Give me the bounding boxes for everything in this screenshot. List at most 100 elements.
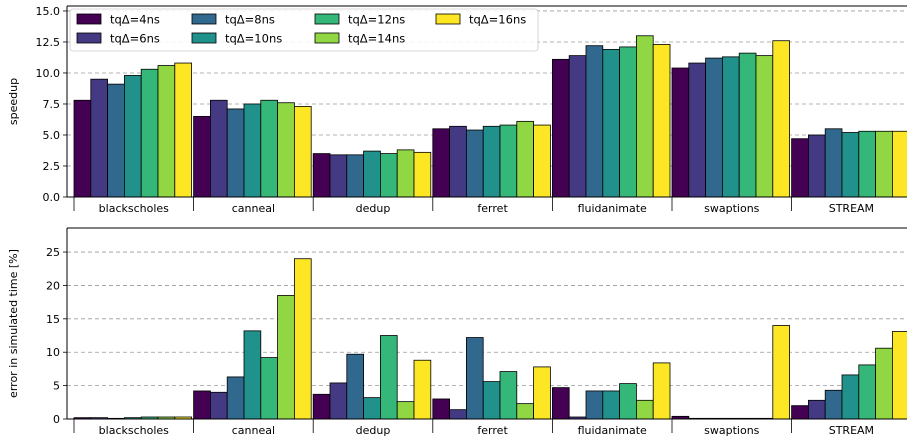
error-bar-canneal-tqΔ=8ns bbox=[226, 376, 245, 420]
error-bar-canneal-tqΔ=10ns bbox=[243, 330, 262, 420]
error-bar-ferret-tqΔ=8ns bbox=[465, 337, 484, 420]
speedup-ytick-label: 15.0 bbox=[36, 5, 61, 18]
legend-label-tqΔ=4ns: tqΔ=4ns bbox=[110, 13, 160, 27]
speedup-category-label-blackscholes: blackscholes bbox=[99, 202, 170, 215]
error-ytick-label: 15 bbox=[46, 313, 60, 326]
error-bar-fluidanimate-tqΔ=14ns bbox=[636, 399, 654, 420]
speedup-bar-dedup-tqΔ=8ns bbox=[346, 154, 364, 198]
speedup-bar-fluidanimate-tqΔ=4ns bbox=[552, 58, 570, 198]
error-bar-dedup-tqΔ=6ns bbox=[329, 382, 348, 420]
error-ytick-label: 20 bbox=[46, 279, 60, 292]
error-category-label-dedup: dedup bbox=[356, 424, 391, 437]
speedup-ytick-label: 0.0 bbox=[43, 191, 61, 204]
error-bar-STREAM-tqΔ=14ns bbox=[875, 347, 893, 420]
speedup-bar-ferret-tqΔ=4ns bbox=[432, 128, 450, 198]
error-bar-fluidanimate-tqΔ=16ns bbox=[652, 362, 671, 420]
error-bar-fluidanimate-tqΔ=8ns bbox=[585, 390, 604, 420]
speedup-bar-canneal-tqΔ=14ns bbox=[277, 102, 295, 198]
speedup-bar-canneal-tqΔ=12ns bbox=[260, 99, 278, 198]
legend-label-tqΔ=6ns: tqΔ=6ns bbox=[110, 32, 160, 46]
error-bar-STREAM-tqΔ=4ns bbox=[791, 405, 809, 420]
error-bar-STREAM-tqΔ=12ns bbox=[858, 364, 876, 420]
error-bar-ferret-tqΔ=14ns bbox=[516, 403, 534, 420]
error-category-label-canneal: canneal bbox=[232, 424, 275, 437]
speedup-bar-swaptions-tqΔ=4ns bbox=[671, 67, 690, 198]
speedup-bar-dedup-tqΔ=10ns bbox=[363, 150, 381, 198]
speedup-bar-ferret-tqΔ=12ns bbox=[499, 124, 518, 198]
error-panel: 0 5 10 15 20 25 blackscholes canneal dedup ferret… bbox=[7, 227, 907, 437]
error-bar-ferret-tqΔ=10ns bbox=[482, 381, 501, 420]
speedup-bar-ferret-tqΔ=8ns bbox=[465, 129, 484, 198]
error-ylabel: error in simulated time [%] bbox=[7, 249, 20, 398]
speedup-ylabel: speedup bbox=[7, 78, 20, 125]
error-bar-dedup-tqΔ=16ns bbox=[413, 359, 432, 420]
speedup-category-label-fluidanimate: fluidanimate bbox=[578, 202, 647, 215]
error-bar-dedup-tqΔ=8ns bbox=[346, 353, 364, 420]
error-bar-canneal-tqΔ=6ns bbox=[209, 391, 228, 420]
speedup-bar-ferret-tqΔ=10ns bbox=[482, 125, 501, 198]
legend-box bbox=[69, 8, 539, 52]
error-ytick-label: 10 bbox=[46, 346, 60, 359]
speedup-bar-ferret-tqΔ=14ns bbox=[516, 120, 534, 198]
speedup-bar-STREAM-tqΔ=6ns bbox=[808, 134, 826, 198]
error-bar-fluidanimate-tqΔ=4ns bbox=[552, 387, 570, 420]
legend-label-tqΔ=8ns: tqΔ=8ns bbox=[225, 13, 275, 27]
speedup-bar-dedup-tqΔ=6ns bbox=[329, 154, 348, 198]
speedup-bar-blackscholes-tqΔ=12ns bbox=[140, 68, 159, 198]
speedup-bar-ferret-tqΔ=16ns bbox=[533, 124, 551, 198]
speedup-bar-dedup-tqΔ=12ns bbox=[379, 153, 398, 198]
speedup-bar-canneal-tqΔ=16ns bbox=[293, 106, 312, 198]
speedup-category-label-canneal: canneal bbox=[232, 202, 275, 215]
legend-label-tqΔ=12ns: tqΔ=12ns bbox=[348, 13, 405, 27]
speedup-bar-blackscholes-tqΔ=4ns bbox=[73, 99, 92, 198]
error-bar-STREAM-tqΔ=10ns bbox=[841, 374, 860, 420]
speedup-panel: 0.0 2.5 5.0 7.5 10.0 12.5 15.0 blackscholes cann… bbox=[7, 5, 907, 215]
speedup-bar-dedup-tqΔ=14ns bbox=[396, 149, 415, 198]
speedup-bar-blackscholes-tqΔ=10ns bbox=[124, 75, 142, 198]
error-category-label-ferret: ferret bbox=[477, 424, 508, 437]
error-bar-canneal-tqΔ=4ns bbox=[193, 390, 211, 420]
error-ytick-label: 25 bbox=[46, 246, 60, 259]
speedup-ytick-label: 12.5 bbox=[36, 36, 61, 49]
speedup-bar-fluidanimate-tqΔ=14ns bbox=[636, 35, 654, 198]
speedup-bar-STREAM-tqΔ=10ns bbox=[841, 132, 860, 198]
speedup-bar-swaptions-tqΔ=14ns bbox=[755, 55, 774, 198]
speedup-bar-fluidanimate-tqΔ=12ns bbox=[619, 46, 637, 198]
error-bar-canneal-tqΔ=16ns bbox=[293, 258, 312, 420]
error-bar-STREAM-tqΔ=16ns bbox=[892, 331, 907, 420]
speedup-bar-STREAM-tqΔ=4ns bbox=[791, 138, 809, 198]
speedup-bar-canneal-tqΔ=8ns bbox=[226, 108, 245, 198]
speedup-category-label-swaptions: swaptions bbox=[704, 202, 760, 215]
error-bar-dedup-tqΔ=10ns bbox=[363, 397, 381, 420]
speedup-ytick-label: 5.0 bbox=[43, 129, 61, 142]
speedup-bar-swaptions-tqΔ=8ns bbox=[705, 57, 723, 198]
error-category-label-STREAM: STREAM bbox=[829, 424, 874, 437]
speedup-bar-canneal-tqΔ=10ns bbox=[243, 103, 262, 198]
error-bar-ferret-tqΔ=6ns bbox=[449, 409, 467, 420]
error-bar-ferret-tqΔ=16ns bbox=[533, 366, 551, 420]
speedup-bar-dedup-tqΔ=4ns bbox=[312, 153, 331, 198]
error-bar-ferret-tqΔ=12ns bbox=[499, 371, 518, 420]
legend-swatch-tqΔ=16ns bbox=[435, 13, 461, 25]
error-bar-dedup-tqΔ=14ns bbox=[396, 401, 415, 420]
speedup-bar-canneal-tqΔ=6ns bbox=[209, 99, 228, 198]
speedup-bar-STREAM-tqΔ=8ns bbox=[824, 128, 843, 198]
speedup-bar-blackscholes-tqΔ=14ns bbox=[157, 65, 176, 198]
legend-swatch-tqΔ=14ns bbox=[314, 32, 340, 44]
legend-swatch-tqΔ=4ns bbox=[76, 13, 102, 25]
legend-swatch-tqΔ=6ns bbox=[76, 32, 102, 44]
speedup-category-label-STREAM: STREAM bbox=[829, 202, 874, 215]
error-bar-canneal-tqΔ=12ns bbox=[260, 357, 278, 420]
legend-swatch-tqΔ=10ns bbox=[191, 32, 217, 44]
speedup-bar-swaptions-tqΔ=6ns bbox=[688, 62, 706, 198]
speedup-bar-fluidanimate-tqΔ=6ns bbox=[568, 55, 587, 198]
error-bar-STREAM-tqΔ=8ns bbox=[824, 389, 843, 420]
speedup-ytick-label: 2.5 bbox=[43, 160, 61, 173]
error-bar-fluidanimate-tqΔ=12ns bbox=[619, 383, 637, 420]
error-bar-ferret-tqΔ=4ns bbox=[432, 398, 450, 420]
speedup-bar-STREAM-tqΔ=12ns bbox=[858, 130, 876, 198]
speedup-bar-STREAM-tqΔ=14ns bbox=[875, 130, 893, 198]
legend: tqΔ=4ns tqΔ=6ns tqΔ=8ns tqΔ=10ns tqΔ=12ns tqΔ… bbox=[69, 8, 539, 52]
speedup-bar-swaptions-tqΔ=10ns bbox=[722, 56, 740, 198]
